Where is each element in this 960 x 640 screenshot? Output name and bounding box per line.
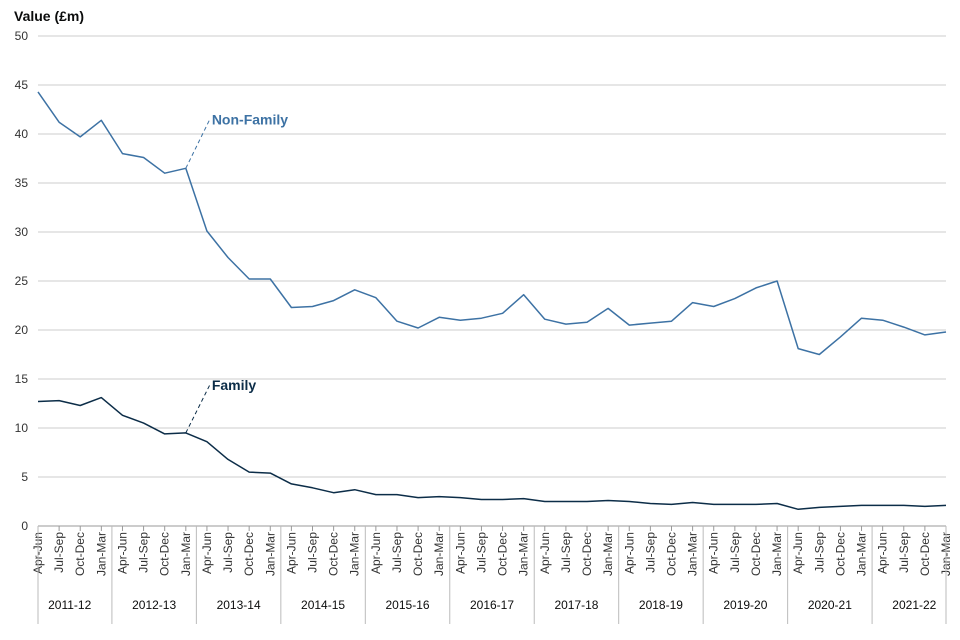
x-tick-label-quarter: Jan-Mar bbox=[517, 532, 531, 576]
series-lines bbox=[37, 91, 947, 511]
x-tick-label-quarter: Apr-Jun bbox=[284, 532, 298, 574]
y-tick-label: 20 bbox=[15, 323, 29, 337]
x-tick-label-quarter: Oct-Dec bbox=[918, 532, 932, 576]
x-tick-label-quarter: Oct-Dec bbox=[73, 532, 87, 576]
x-tick-label-quarter: Jan-Mar bbox=[348, 532, 362, 576]
x-tick-label-quarter: Apr-Jun bbox=[707, 532, 721, 574]
x-tick-label-quarter: Jul-Sep bbox=[390, 532, 404, 573]
x-tick-label-quarter: Jan-Mar bbox=[601, 532, 615, 576]
x-tick-label-quarter: Jul-Sep bbox=[812, 532, 826, 573]
y-axis-ticks: 0 5 10 15 20 25 30 35 40 45 50 bbox=[15, 29, 29, 533]
y-tick-label: 40 bbox=[15, 127, 29, 141]
x-tick-label-quarter: Jan-Mar bbox=[855, 532, 869, 576]
x-tick-label-quarter: Jan-Mar bbox=[179, 532, 193, 576]
x-tick-label-quarter: Oct-Dec bbox=[242, 532, 256, 576]
x-axis: Apr-Jun Jul-Sep Oct-Dec Jan-Mar Apr-Jun Jul-S… bbox=[31, 525, 953, 624]
x-tick-label-quarter: Oct-Dec bbox=[749, 532, 763, 576]
x-tick-label-quarter: Apr-Jun bbox=[453, 532, 467, 574]
x-year-label: 2013-14 bbox=[217, 598, 261, 612]
x-year-label: 2016-17 bbox=[470, 598, 514, 612]
y-tick-label: 35 bbox=[15, 176, 29, 190]
series-labels: Non-Family Family bbox=[185, 111, 288, 434]
x-year-label: 2017-18 bbox=[554, 598, 598, 612]
x-year-label: 2019-20 bbox=[723, 598, 767, 612]
x-tick-label-quarter: Oct-Dec bbox=[327, 532, 341, 576]
x-tick-label-quarter: Jul-Sep bbox=[728, 532, 742, 573]
x-tick-label-quarter: Jan-Mar bbox=[263, 532, 277, 576]
x-year-label: 2012-13 bbox=[132, 598, 176, 612]
y-tick-label: 50 bbox=[15, 29, 29, 43]
x-tick-label-quarter: Oct-Dec bbox=[496, 532, 510, 576]
gridlines bbox=[38, 35, 946, 478]
x-tick-label-quarter: Apr-Jun bbox=[369, 532, 383, 574]
x-tick-label-quarter: Apr-Jun bbox=[791, 532, 805, 574]
series-label-leader bbox=[185, 119, 211, 169]
y-tick-label: 15 bbox=[15, 372, 29, 386]
x-tick-label-quarter: Jan-Mar bbox=[770, 532, 784, 576]
y-tick-label: 10 bbox=[15, 421, 29, 435]
x-tick-label-quarter: Apr-Jun bbox=[622, 532, 636, 574]
x-year-label: 2014-15 bbox=[301, 598, 345, 612]
series-line-non-family bbox=[37, 91, 947, 356]
x-tick-label-quarter: Jul-Sep bbox=[221, 532, 235, 573]
x-tick-label-quarter: Jul-Sep bbox=[52, 532, 66, 573]
x-year-label: 2015-16 bbox=[386, 598, 430, 612]
y-tick-label: 5 bbox=[21, 470, 28, 484]
x-tick-label-quarter: Oct-Dec bbox=[158, 532, 172, 576]
x-year-label: 2021-22 bbox=[892, 598, 936, 612]
x-tick-label-quarter: Jul-Sep bbox=[137, 532, 151, 573]
x-tick-label-quarter: Jul-Sep bbox=[559, 532, 573, 573]
x-year-label: 2020-21 bbox=[808, 598, 852, 612]
series-label-leader bbox=[185, 384, 211, 434]
x-tick-label-quarter: Jan-Mar bbox=[94, 532, 108, 576]
x-tick-label-quarter: Jul-Sep bbox=[897, 532, 911, 573]
x-tick-label-quarter: Jul-Sep bbox=[643, 532, 657, 573]
x-tick-label-quarter: Jul-Sep bbox=[474, 532, 488, 573]
x-year-label: 2011-12 bbox=[48, 598, 91, 612]
y-tick-label: 25 bbox=[15, 274, 29, 288]
x-tick-label-quarter: Oct-Dec bbox=[664, 532, 678, 576]
x-tick-label-quarter: Jan-Mar bbox=[686, 532, 700, 576]
x-tick-label-quarter: Apr-Jun bbox=[876, 532, 890, 574]
series-label-non-family: Non-Family bbox=[212, 111, 288, 127]
x-tick-label-quarter: Jan-Mar bbox=[432, 532, 446, 576]
x-tick-label-quarter: Oct-Dec bbox=[833, 532, 847, 576]
x-tick-label-quarter: Apr-Jun bbox=[200, 532, 214, 574]
y-tick-label: 45 bbox=[15, 78, 29, 92]
chart-title: Value (£m) bbox=[14, 8, 84, 24]
series-label-family: Family bbox=[212, 377, 257, 393]
x-tick-label-quarter: Jul-Sep bbox=[306, 532, 320, 573]
x-tick-label-quarter: Oct-Dec bbox=[411, 532, 425, 576]
x-tick-label-quarter: Apr-Jun bbox=[538, 532, 552, 574]
y-tick-label: 0 bbox=[21, 519, 28, 533]
x-year-label: 2018-19 bbox=[639, 598, 683, 612]
x-tick-label-quarter: Apr-Jun bbox=[115, 532, 129, 574]
x-tick-label-quarter: Oct-Dec bbox=[580, 532, 594, 576]
series-line-family bbox=[37, 396, 947, 511]
y-tick-label: 30 bbox=[15, 225, 29, 239]
